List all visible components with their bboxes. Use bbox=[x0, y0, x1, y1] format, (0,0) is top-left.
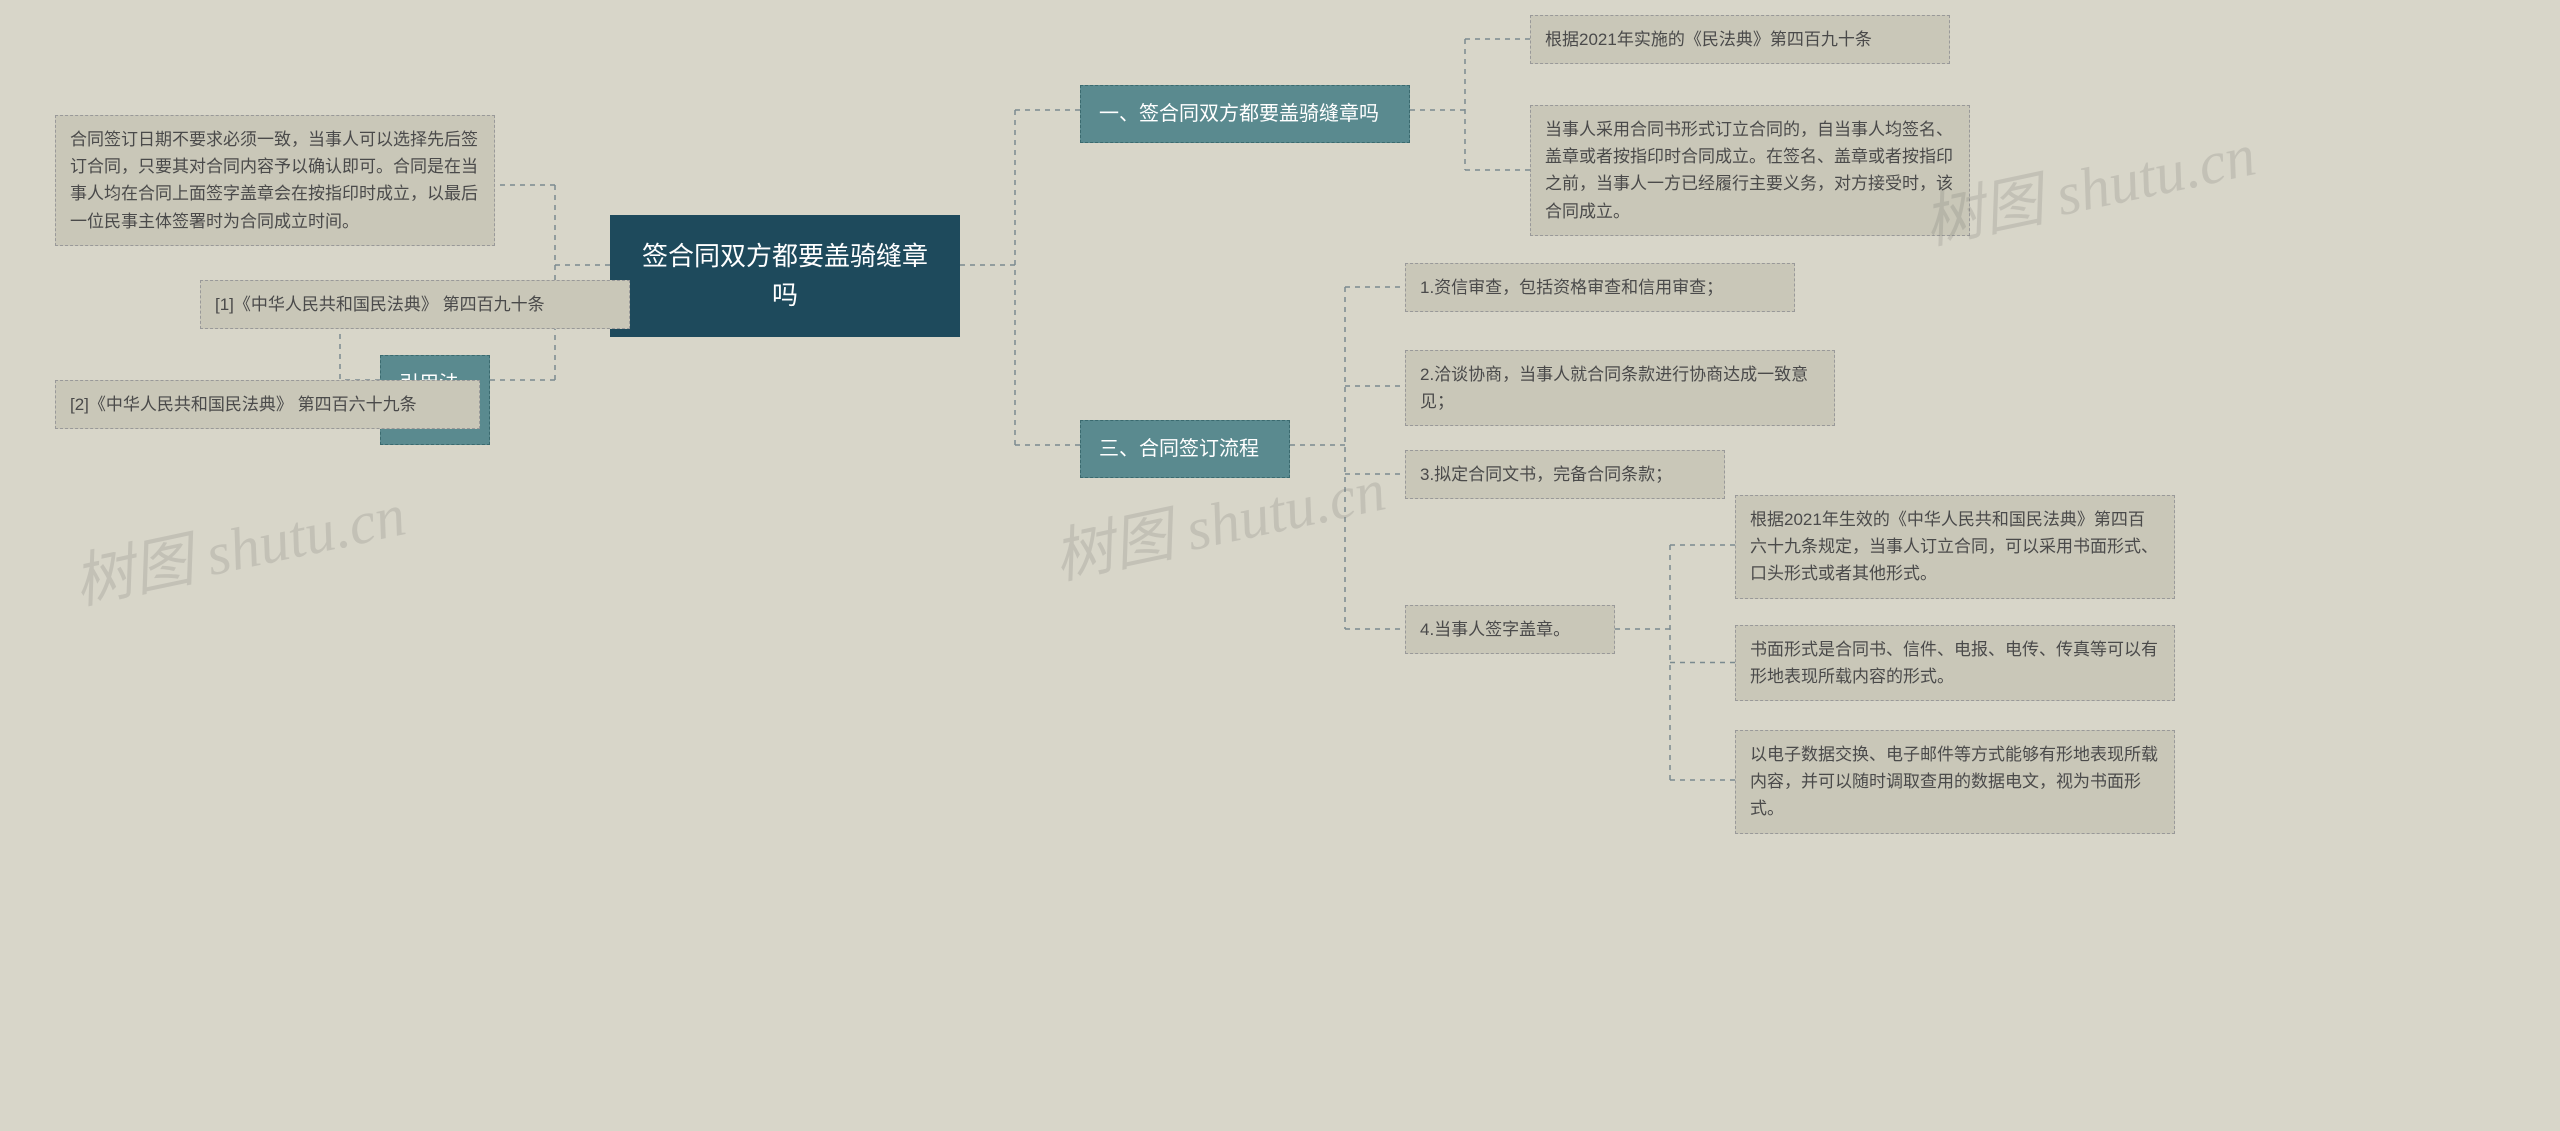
right-branch-1-leaf-2: 当事人采用合同书形式订立合同的，自当事人均签名、盖章或者按指印时合同成立。在签名… bbox=[1530, 105, 1970, 236]
right-branch-2: 三、合同签订流程 bbox=[1080, 420, 1290, 478]
right-branch-2-leaf-4-sub-3: 以电子数据交换、电子邮件等方式能够有形地表现所载内容，并可以随时调取查用的数据电… bbox=[1735, 730, 2175, 834]
left-branch-2-leaf-1: [1]《中华人民共和国民法典》 第四百九十条 bbox=[200, 280, 630, 329]
center-node: 签合同双方都要盖骑缝章吗 bbox=[610, 215, 960, 337]
right-branch-2-leaf-4-sub-2: 书面形式是合同书、信件、电报、电传、传真等可以有形地表现所载内容的形式。 bbox=[1735, 625, 2175, 701]
right-branch-2-leaf-1: 1.资信审查，包括资格审查和信用审查； bbox=[1405, 263, 1795, 312]
left-branch-2-leaf-2: [2]《中华人民共和国民法典》 第四百六十九条 bbox=[55, 380, 480, 429]
watermark-1: 树图 shutu.cn bbox=[65, 466, 412, 621]
right-branch-1: 一、签合同双方都要盖骑缝章吗 bbox=[1080, 85, 1410, 143]
right-branch-2-leaf-3: 3.拟定合同文书，完备合同条款； bbox=[1405, 450, 1725, 499]
left-branch-1-leaf-1: 合同签订日期不要求必须一致，当事人可以选择先后签订合同，只要其对合同内容予以确认… bbox=[55, 115, 495, 246]
right-branch-1-leaf-1: 根据2021年实施的《民法典》第四百九十条 bbox=[1530, 15, 1950, 64]
right-branch-2-leaf-4-sub-1: 根据2021年生效的《中华人民共和国民法典》第四百六十九条规定，当事人订立合同，… bbox=[1735, 495, 2175, 599]
right-branch-2-leaf-2: 2.洽谈协商，当事人就合同条款进行协商达成一致意见； bbox=[1405, 350, 1835, 426]
right-branch-2-leaf-4: 4.当事人签字盖章。 bbox=[1405, 605, 1615, 654]
